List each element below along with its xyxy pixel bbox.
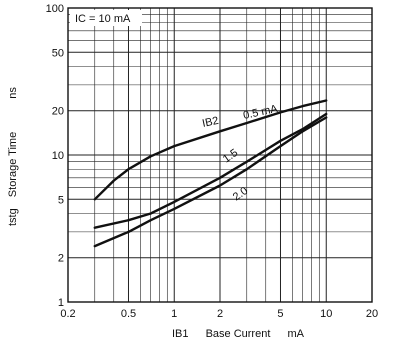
y-tick-label: 20 [52, 106, 64, 118]
x-tick-label: 0.2 [60, 308, 75, 320]
y-tick-label: 5 [58, 194, 64, 206]
y-axis-unit: ns [7, 87, 19, 99]
y-axis-symbol: tstg [7, 208, 19, 226]
y-axis-label: tstg Storage Time ns [7, 87, 19, 226]
curve-label-1.5: 1.5 [221, 147, 240, 166]
grid [67, 7, 373, 303]
curves [93, 99, 328, 248]
y-tick-label: 2 [58, 253, 64, 265]
series-line-1 [93, 99, 328, 201]
x-axis-label: IB1 Base Current mA [172, 328, 305, 340]
y-tick-label: 100 [46, 3, 64, 15]
x-tick-label: 2 [217, 308, 223, 320]
tick-labels: 0.2 0.5 1 2 5 10 20 1 2 5 10 20 50 100 [46, 3, 378, 320]
x-tick-label: 10 [320, 308, 332, 320]
y-tick-label: 50 [52, 47, 64, 59]
x-axis-unit: mA [287, 328, 304, 340]
x-tick-label: 20 [366, 308, 378, 320]
x-tick-label: 1 [171, 308, 177, 320]
condition-label: IC = 10 mA [75, 13, 131, 25]
condition-box [70, 10, 142, 26]
curve-label-ib2-prefix: IB2 [201, 115, 220, 130]
x-axis-text: Base Current [206, 328, 271, 340]
y-tick-label: 1 [58, 297, 64, 309]
y-axis-text: Storage Time [7, 132, 19, 197]
y-tick-label: 10 [52, 150, 64, 162]
x-tick-label: 5 [277, 308, 283, 320]
series-line-2 [93, 112, 328, 229]
series-line-3 [93, 116, 328, 248]
x-tick-label: 0.5 [121, 308, 136, 320]
x-axis-symbol: IB1 [172, 328, 189, 340]
plot-frame [67, 7, 373, 303]
